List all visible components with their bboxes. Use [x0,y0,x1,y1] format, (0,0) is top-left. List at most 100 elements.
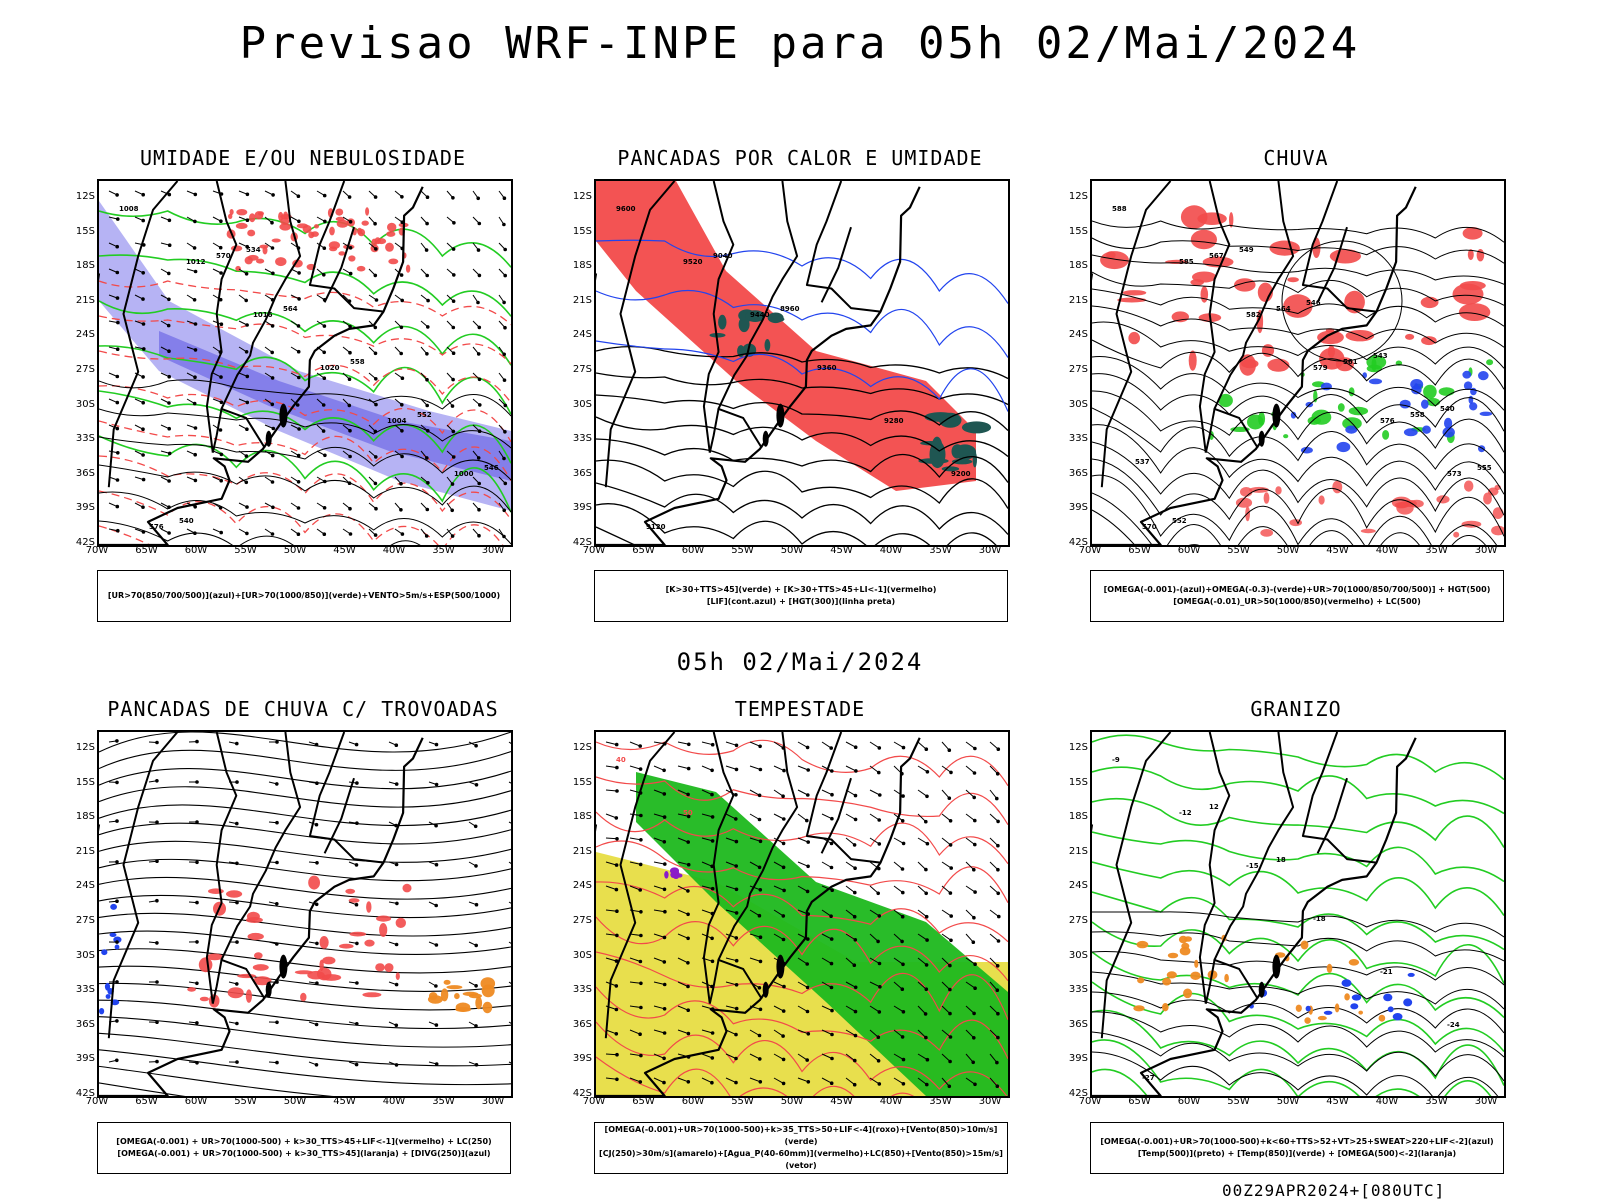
arrow-head [686,1031,691,1036]
arrow-head [347,377,352,381]
thunder-red [379,923,388,937]
arrow-head [424,248,429,252]
run-label: 00Z29APR2024+[080UTC] [1222,1181,1446,1200]
arrow-head [348,246,353,250]
arrow-head [686,766,691,771]
wind-arrow [749,837,761,842]
streamline [99,1049,511,1086]
arrow-head [973,746,977,751]
wind-arrow [701,885,713,890]
arrow-head [400,376,405,380]
arrow-head [614,984,619,988]
contour-label: 12 [1209,803,1219,811]
wind-arrow [989,981,998,991]
arrow-head [901,794,905,798]
arrow-head [949,914,954,918]
border-line [107,732,179,1039]
thunder-red [254,952,263,959]
wind-arrow [749,1077,761,1083]
lat-tick-label: 12S [75,191,95,202]
wind-arrow [965,765,975,774]
border-line [205,181,238,453]
arrow-head [614,863,619,867]
border-line [604,181,676,488]
arrow-head [996,747,1001,752]
wind-arrow [725,741,737,746]
lagoon [1272,954,1281,979]
border-line [717,407,763,449]
arrow-head [270,350,274,355]
contour-label: 552 [1172,517,1187,525]
legend-line: [Temp(500)](preto) + [Temp(850)](verde) … [1137,1149,1457,1158]
arrow-head [244,298,248,303]
arrow-head [502,456,506,461]
wind-arrow [677,1029,689,1035]
precip-water-red [596,811,1008,865]
arrow-head [218,245,223,250]
wind-arrow [941,837,951,846]
wind-arrow [821,1005,833,1012]
arrow-head [662,768,666,773]
wind-arrow [989,933,999,942]
wind-arrow [989,885,999,894]
temp850-green [1092,861,1504,916]
streamline [99,822,511,845]
arrow-head [503,325,507,330]
red-speck [258,211,264,216]
lon-tick-label: 35W [929,1096,952,1107]
arrow-head [477,273,482,278]
arrow-head [425,403,430,408]
wind-arrow [989,1005,999,1015]
rain-blue [1362,372,1367,379]
thunder-orange [482,1001,493,1014]
wind-arrow [845,813,856,820]
omega-orange [1183,988,1193,999]
arrow-head [115,780,119,785]
arrow-head [924,747,929,752]
wind-arrow [508,941,511,944]
wind-arrow [749,1053,761,1060]
arrow-head [639,981,643,986]
arrow-head [972,771,977,775]
contour-label: 558 [1410,411,1425,419]
arrow-head [115,860,119,864]
wind-arrow [605,1029,617,1035]
lat-tick-label: 33S [572,433,592,445]
rain-red [1464,480,1474,492]
hgt300-line [596,503,997,545]
arrow-head [434,943,439,947]
rain-red [1197,212,1227,225]
arrow-head [193,269,198,274]
legend-line: [OMEGA(-0.001) + UR>70(1000-500) + k>30_… [116,1137,492,1146]
arrow-head [948,1035,953,1039]
arrow-head [218,428,223,432]
arrow-head [806,1032,811,1036]
lagoon [1258,981,1265,998]
arrow-head [877,770,881,775]
map-canvas: 9600 9520 9440 9360 9280 9200 9120 9040 8960 [596,181,1008,545]
arrow-head [451,195,455,200]
wind-arrow [845,957,855,966]
wind-arrow [917,837,928,845]
wind-arrow [941,861,952,869]
teal-area [709,333,726,338]
arrow-head [348,271,353,276]
lon-tick-label: 65W [632,1096,655,1107]
arrow-head [275,782,279,786]
thunder-red [300,992,307,1002]
coastline [596,186,921,545]
red-speck [387,222,397,232]
red-speck [235,265,241,272]
wind-arrow [725,1053,737,1059]
arrow-head [399,508,403,512]
hgt500-line [1092,390,1504,453]
arrow-head [502,378,507,382]
arrow-head [270,532,275,536]
arrow-head [476,300,480,305]
red-speck [336,219,349,228]
arrow-head [244,350,249,354]
thunder-red [395,917,406,928]
isobar [99,520,421,545]
rain-green [1438,387,1455,396]
contour-label: 564 [1276,305,1291,313]
